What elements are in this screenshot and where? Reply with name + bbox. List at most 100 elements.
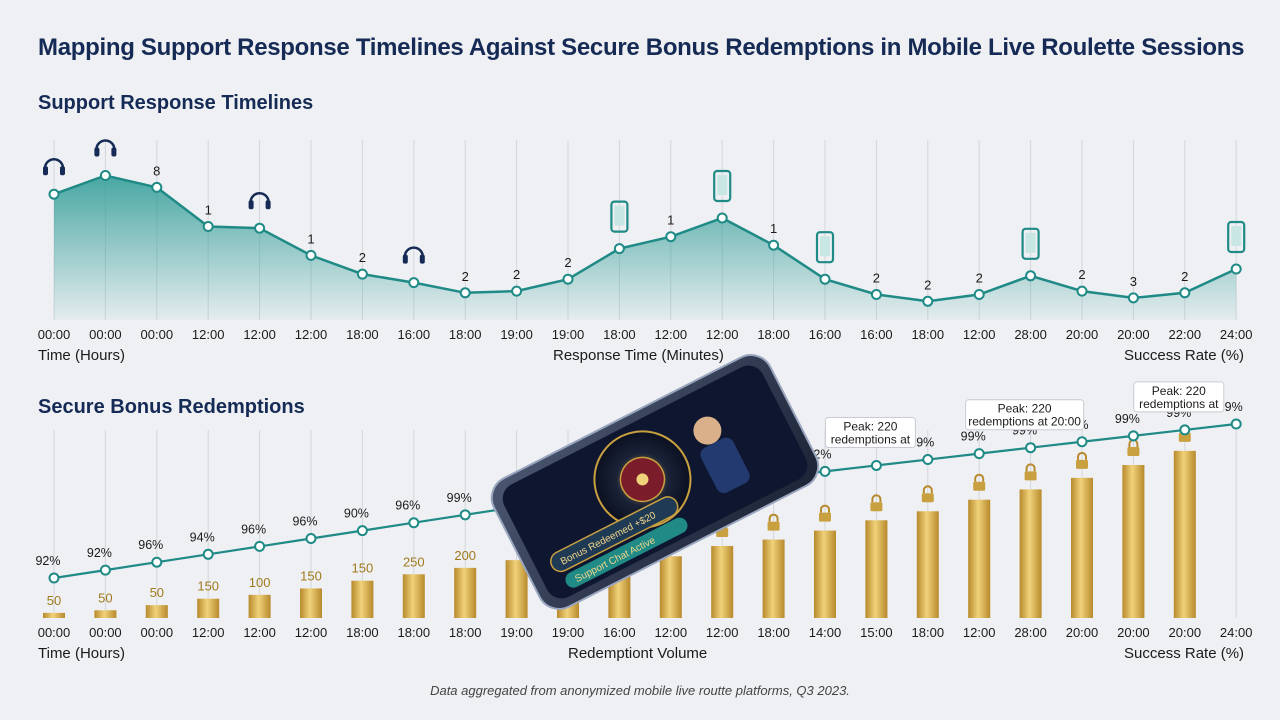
support-point-label: 1 bbox=[307, 231, 314, 246]
success-rate-label: 99% bbox=[447, 491, 472, 505]
success-rate-point bbox=[459, 509, 471, 521]
support-x-tick: 12:00 bbox=[192, 327, 225, 342]
success-rate-point bbox=[151, 556, 163, 568]
lock-icon bbox=[870, 494, 883, 512]
support-x-tick: 18:00 bbox=[912, 327, 945, 342]
support-data-point bbox=[613, 243, 625, 255]
success-rate-point bbox=[870, 459, 882, 471]
success-rate-point bbox=[819, 465, 831, 477]
peak-annotation-box bbox=[1133, 381, 1225, 413]
success-rate-label: 96% bbox=[138, 538, 163, 552]
bonus-bar bbox=[865, 520, 888, 618]
support-data-point bbox=[768, 239, 780, 251]
success-rate-label: 92% bbox=[35, 554, 60, 568]
support-series-line bbox=[53, 174, 1237, 303]
bonus-x-tick: 12:00 bbox=[706, 625, 739, 640]
support-point-label: 2 bbox=[976, 271, 983, 286]
bonus-bar bbox=[248, 594, 271, 618]
support-point-label: 2 bbox=[513, 267, 520, 282]
peak-annotation-text: redemptions at 20:00 bbox=[968, 415, 1081, 429]
success-rate-label: 96% bbox=[241, 522, 266, 536]
support-data-point bbox=[99, 170, 111, 181]
bonus-bar-label: 250 bbox=[403, 554, 425, 569]
support-x-tick: 19:00 bbox=[500, 327, 533, 342]
success-rate-point bbox=[1076, 436, 1088, 448]
success-rate-label: 96% bbox=[292, 515, 317, 529]
support-center-label: Response Time (Minutes) bbox=[553, 347, 724, 364]
support-x-tick: 12:00 bbox=[295, 327, 328, 342]
bonus-bar-label: 200 bbox=[454, 548, 476, 563]
support-x-tick: 00:00 bbox=[38, 327, 71, 342]
smartphone-icon bbox=[815, 231, 835, 264]
bonus-x-tick: 18:00 bbox=[346, 625, 379, 640]
success-rate-point bbox=[356, 525, 368, 537]
support-x-tick: 16:00 bbox=[860, 327, 893, 342]
bonus-x-tick: 19:00 bbox=[500, 625, 533, 640]
bonus-bar bbox=[968, 499, 991, 618]
bonus-x-tick: 00:00 bbox=[141, 625, 174, 640]
support-data-point bbox=[870, 289, 882, 300]
bonus-x-tick: 15:00 bbox=[860, 625, 893, 640]
success-rate-point bbox=[408, 517, 420, 529]
smartphone-icon bbox=[610, 200, 629, 233]
support-data-point bbox=[716, 212, 728, 224]
support-x-tick: 24:00 bbox=[1220, 327, 1253, 342]
support-section-title: Support Response Timelines bbox=[38, 92, 314, 114]
support-x-tick: 18:00 bbox=[449, 327, 482, 342]
lock-icon bbox=[819, 504, 831, 522]
lock-icon bbox=[1076, 451, 1088, 469]
bonus-bar bbox=[1122, 465, 1145, 618]
support-data-point bbox=[665, 231, 677, 243]
support-data-point bbox=[459, 287, 471, 299]
bonus-bar bbox=[814, 530, 836, 618]
bonus-bar bbox=[454, 567, 477, 618]
support-point-label: 2 bbox=[359, 250, 366, 265]
support-data-point bbox=[408, 277, 420, 289]
bonus-x-tick: 18:00 bbox=[912, 625, 945, 640]
bonus-bar bbox=[505, 560, 528, 618]
bonus-bar bbox=[1173, 450, 1196, 618]
bonus-bar bbox=[916, 511, 939, 618]
success-rate-point bbox=[1127, 430, 1139, 442]
support-point-label: 2 bbox=[564, 255, 571, 270]
support-x-tick: 18:00 bbox=[346, 327, 379, 342]
support-x-tick: 28:00 bbox=[1014, 327, 1047, 342]
bonus-bar bbox=[43, 612, 65, 618]
support-point-label: 3 bbox=[1130, 274, 1137, 289]
support-data-point bbox=[356, 268, 368, 280]
bonus-x-label: Time (Hours) bbox=[38, 645, 125, 662]
support-right-label: Success Rate (%) bbox=[1124, 347, 1245, 364]
support-x-tick: 18:00 bbox=[757, 327, 790, 342]
success-rate-label: 94% bbox=[190, 530, 215, 544]
support-data-point bbox=[1025, 270, 1037, 282]
bonus-bar bbox=[711, 546, 734, 618]
support-point-label: 2 bbox=[1181, 269, 1188, 284]
success-rate-point bbox=[1230, 418, 1242, 430]
support-x-tick: 12:00 bbox=[655, 327, 688, 342]
bonus-bar bbox=[1071, 477, 1093, 618]
support-point-label: 2 bbox=[873, 271, 880, 286]
support-x-tick: 00:00 bbox=[141, 327, 174, 342]
bonus-x-tick: 12:00 bbox=[963, 625, 996, 640]
support-point-label: 2 bbox=[1078, 267, 1085, 282]
support-data-point bbox=[1127, 292, 1139, 304]
bonus-x-tick: 12:00 bbox=[243, 625, 276, 640]
support-data-point bbox=[819, 273, 831, 285]
support-x-tick: 19:00 bbox=[552, 327, 585, 342]
bonus-bar bbox=[300, 588, 322, 618]
bonus-bar bbox=[197, 598, 220, 618]
bonus-x-tick: 00:00 bbox=[89, 625, 122, 640]
support-data-point bbox=[1230, 263, 1242, 275]
bonus-x-tick: 12:00 bbox=[295, 625, 328, 640]
success-rate-label: 92% bbox=[87, 546, 112, 560]
bonus-x-tick: 12:00 bbox=[655, 625, 688, 640]
headset-icon bbox=[402, 246, 425, 264]
support-point-label: 2 bbox=[924, 277, 931, 292]
bonus-x-tick: 20:00 bbox=[1117, 625, 1150, 640]
support-x-tick: 20:00 bbox=[1066, 327, 1099, 342]
bonus-bar bbox=[94, 610, 117, 618]
page-title: Mapping Support Response Timelines Again… bbox=[38, 34, 1245, 61]
bonus-x-tick: 28:00 bbox=[1014, 625, 1047, 640]
peak-annotation-box bbox=[965, 399, 1085, 431]
headset-icon bbox=[43, 157, 65, 176]
